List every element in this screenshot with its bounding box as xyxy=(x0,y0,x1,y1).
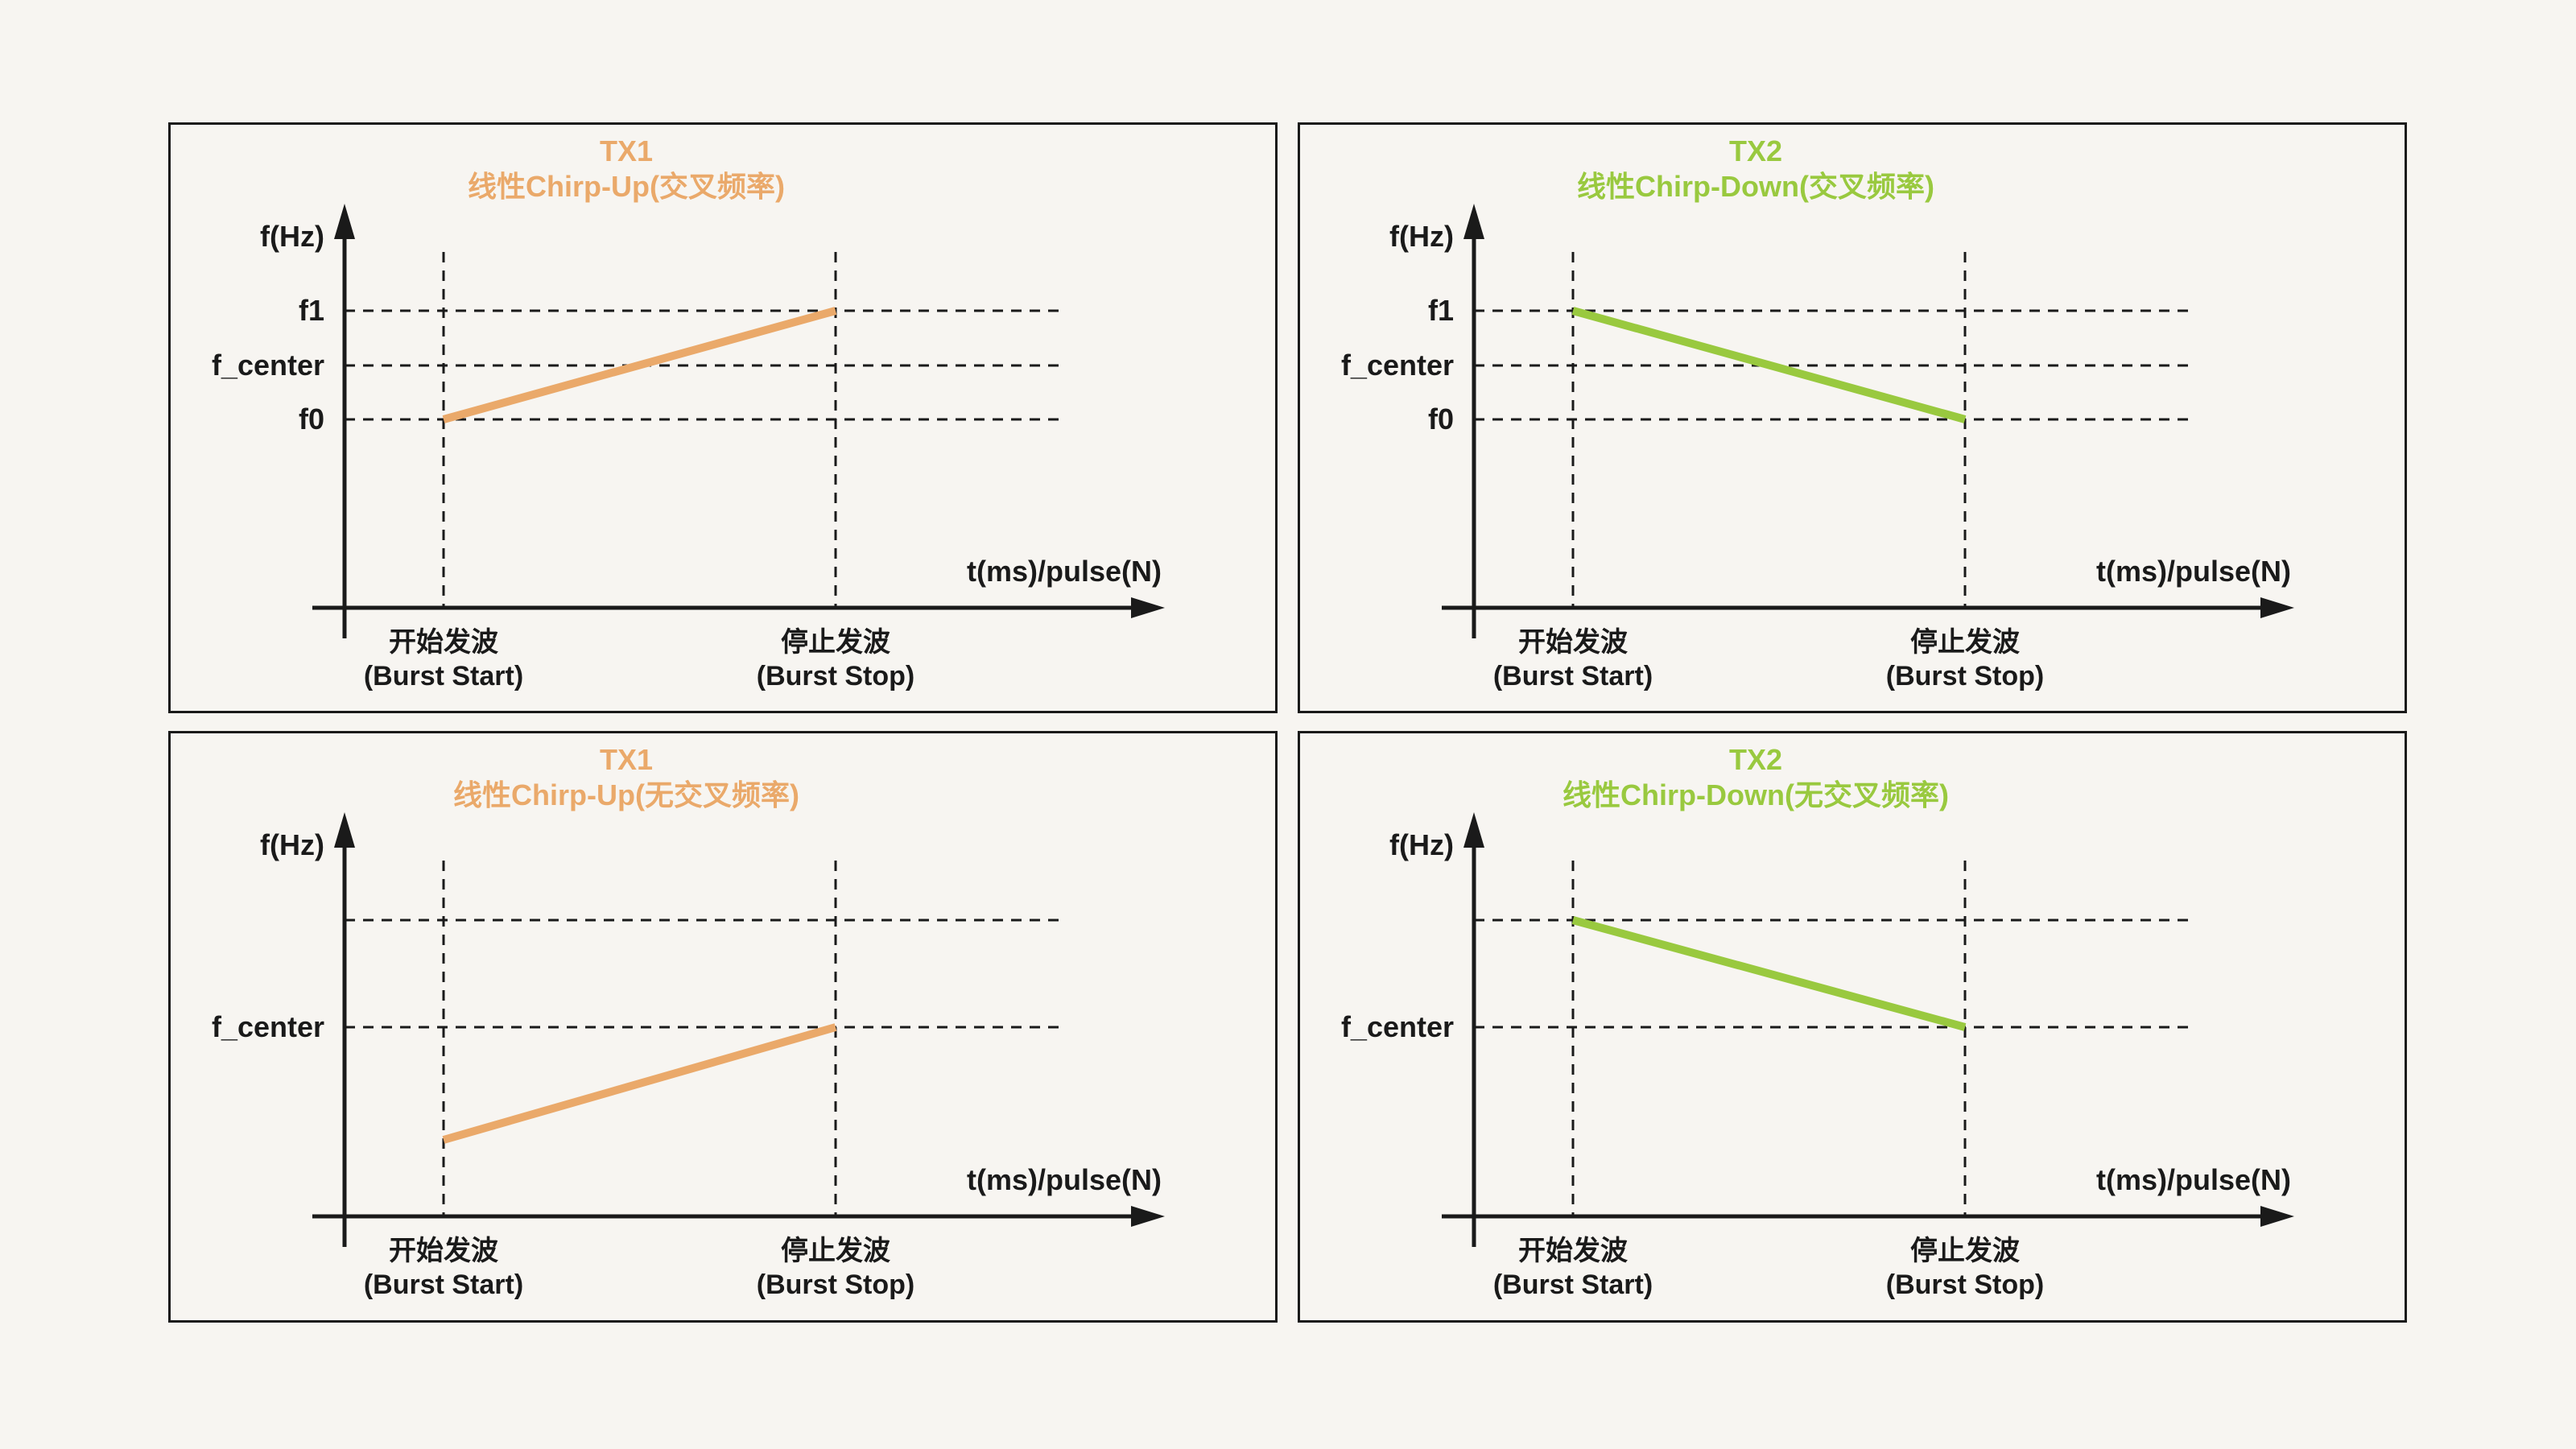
horizontal-gridlines xyxy=(345,919,1061,1029)
x-tick-burst-start: 开始发波 (Burst Start) xyxy=(1412,1234,1734,1302)
x-axis-label: t(ms)/pulse(N) xyxy=(2096,1163,2291,1196)
panel-title-line1: TX1 xyxy=(599,743,654,776)
panel-title-line2: 线性Chirp-Down(交叉频率) xyxy=(1577,170,1934,203)
x-tick-burst-start: 开始发波 (Burst Start) xyxy=(1412,625,1734,693)
chirp-line xyxy=(442,1023,837,1144)
x-axis-arrow-icon xyxy=(2260,597,2294,618)
x-axis-arrow-icon xyxy=(2260,1206,2294,1227)
plot-area xyxy=(1442,812,2294,1247)
chirp-line xyxy=(442,307,837,423)
burst-start-en: (Burst Start) xyxy=(1492,1269,1653,1300)
horizontal-gridlines xyxy=(1474,919,2190,1029)
burst-stop-en: (Burst Stop) xyxy=(756,1269,915,1300)
y-axis-label: f(Hz) xyxy=(1389,220,1454,253)
panel-tx1-chirp-up-crossed: TX1 线性Chirp-Up(交叉频率) f(Hz) f1 f_center f0 … xyxy=(168,122,1278,713)
burst-stop-zh: 停止发波 xyxy=(781,627,890,658)
burst-start-zh: 开始发波 xyxy=(389,627,498,658)
x-tick-burst-start: 开始发波 (Burst Start) xyxy=(283,1234,605,1302)
y-tick-label-f_center: f_center xyxy=(1340,349,1454,382)
plot-area xyxy=(1442,204,2294,638)
burst-stop-en: (Burst Stop) xyxy=(1885,1269,2045,1300)
panel-title-line2: 线性Chirp-Up(无交叉频率) xyxy=(453,778,799,811)
x-tick-burst-stop: 停止发波 (Burst Stop) xyxy=(1804,625,2126,693)
x-tick-burst-start: 开始发波 (Burst Start) xyxy=(283,625,605,693)
x-axis-label: t(ms)/pulse(N) xyxy=(967,1163,1162,1196)
vertical-gridlines xyxy=(442,861,837,1216)
burst-stop-en: (Burst Stop) xyxy=(756,661,915,691)
vertical-gridlines xyxy=(1571,861,1967,1216)
burst-stop-zh: 停止发波 xyxy=(1910,1236,2020,1266)
burst-start-zh: 开始发波 xyxy=(1518,1236,1628,1266)
burst-stop-zh: 停止发波 xyxy=(1910,627,2020,658)
chirp-line xyxy=(1571,916,1967,1031)
y-tick-label-f1: f1 xyxy=(1427,294,1454,327)
y-axis-arrow-icon xyxy=(1463,812,1484,848)
y-tick-label-f_center: f_center xyxy=(211,1010,324,1043)
x-axis-label: t(ms)/pulse(N) xyxy=(2096,555,2291,588)
x-tick-burst-stop: 停止发波 (Burst Stop) xyxy=(675,625,997,693)
y-axis-label: f(Hz) xyxy=(260,220,324,253)
burst-stop-zh: 停止发波 xyxy=(781,1236,890,1266)
burst-start-zh: 开始发波 xyxy=(389,1236,498,1266)
x-axis-arrow-icon xyxy=(1131,1206,1165,1227)
vertical-gridlines xyxy=(442,252,837,608)
y-axis-label: f(Hz) xyxy=(260,828,324,861)
plot-area xyxy=(312,204,1165,638)
panel-title: TX1 线性Chirp-Up(交叉频率) xyxy=(171,134,1082,204)
x-tick-burst-stop: 停止发波 (Burst Stop) xyxy=(675,1234,997,1302)
x-axis-label: t(ms)/pulse(N) xyxy=(967,555,1162,588)
panel-title-line1: TX2 xyxy=(1728,743,1783,776)
burst-start-en: (Burst Start) xyxy=(1492,661,1653,691)
y-axis-arrow-icon xyxy=(334,204,355,239)
panel-title: TX2 线性Chirp-Down(无交叉频率) xyxy=(1300,742,2211,813)
panel-tx1-chirp-up-uncrossed: TX1 线性Chirp-Up(无交叉频率) f(Hz) f_center t(m… xyxy=(168,731,1278,1323)
y-tick-label-f_center: f_center xyxy=(1340,1010,1454,1043)
panel-title-line2: 线性Chirp-Down(无交叉频率) xyxy=(1563,778,1949,811)
vertical-gridlines xyxy=(1571,252,1967,608)
panel-title: TX2 线性Chirp-Down(交叉频率) xyxy=(1300,134,2211,204)
y-axis-label: f(Hz) xyxy=(1389,828,1454,861)
x-axis-arrow-icon xyxy=(1131,597,1165,618)
panel-title-line1: TX2 xyxy=(1728,134,1783,167)
horizontal-gridlines xyxy=(345,309,1061,421)
chirp-line xyxy=(1571,307,1967,423)
burst-start-en: (Burst Start) xyxy=(363,661,524,691)
panel-title-line1: TX1 xyxy=(599,134,654,167)
burst-start-en: (Burst Start) xyxy=(363,1269,524,1300)
y-tick-label-f0: f0 xyxy=(298,402,324,436)
y-tick-label-f_center: f_center xyxy=(211,349,324,382)
x-tick-burst-stop: 停止发波 (Burst Stop) xyxy=(1804,1234,2126,1302)
y-tick-label-f1: f1 xyxy=(298,294,324,327)
panel-title-line2: 线性Chirp-Up(交叉频率) xyxy=(468,170,785,203)
panel-tx2-chirp-down-uncrossed: TX2 线性Chirp-Down(无交叉频率) f(Hz) f_center t… xyxy=(1298,731,2407,1323)
burst-start-zh: 开始发波 xyxy=(1518,627,1628,658)
burst-stop-en: (Burst Stop) xyxy=(1885,661,2045,691)
panel-title: TX1 线性Chirp-Up(无交叉频率) xyxy=(171,742,1082,813)
plot-area xyxy=(312,812,1165,1247)
y-tick-label-f0: f0 xyxy=(1427,402,1454,436)
y-axis-arrow-icon xyxy=(334,812,355,848)
horizontal-gridlines xyxy=(1474,309,2190,421)
y-axis-arrow-icon xyxy=(1463,204,1484,239)
